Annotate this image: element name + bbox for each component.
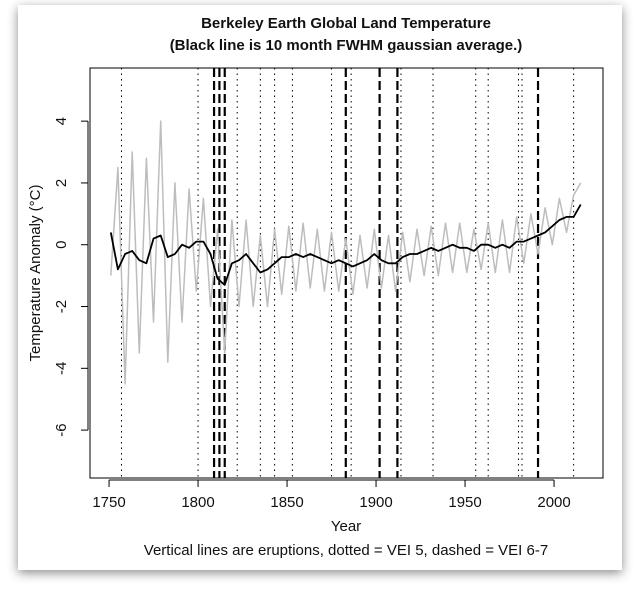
y-tick-label: 4 — [53, 117, 70, 125]
caption: Vertical lines are eruptions, dotted = V… — [144, 542, 548, 559]
y-tick-label: 0 — [53, 241, 70, 249]
smoothed-temperature-line — [109, 204, 582, 286]
x-tick-label: 1950 — [448, 494, 481, 511]
x-axis-label: Year — [331, 518, 361, 535]
raw-temperature-line — [110, 120, 582, 385]
chart-subtitle: (Black line is 10 month FWHM gaussian av… — [170, 37, 523, 54]
x-tick-label: 2000 — [537, 494, 570, 511]
x-tick-label: 1850 — [270, 494, 303, 511]
chart-title: Berkeley Earth Global Land Temperature — [201, 15, 491, 32]
y-tick-label: -6 — [53, 423, 70, 436]
x-tick-label: 1750 — [92, 494, 125, 511]
y-tick-label: -4 — [53, 362, 70, 375]
x-tick-label: 1900 — [359, 494, 392, 511]
figure-panel — [18, 5, 622, 570]
y-tick-label: -2 — [53, 300, 70, 313]
plot-frame — [89, 67, 604, 479]
x-tick-label: 1800 — [181, 494, 214, 511]
y-tick-label: 2 — [53, 179, 70, 187]
y-axis-label: Temperature Anomaly (°C) — [27, 185, 44, 362]
